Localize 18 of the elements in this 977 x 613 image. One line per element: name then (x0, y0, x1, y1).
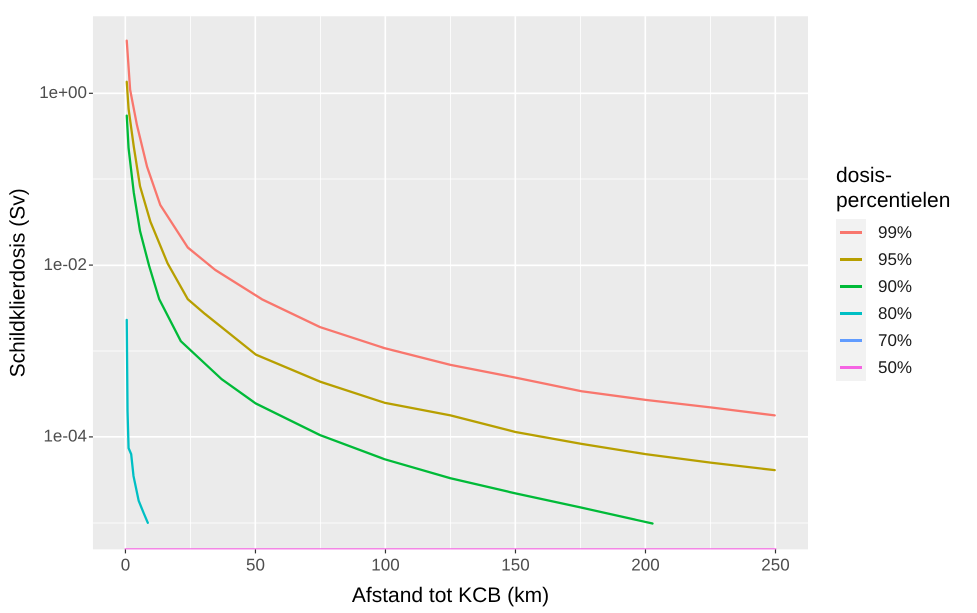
x-tick-label: 50 (246, 555, 265, 574)
legend-label: 50% (878, 358, 912, 378)
legend-title: dosis-percentielen (836, 163, 952, 213)
y-tick-label: 1e-02 (43, 254, 87, 274)
legend-label: 90% (878, 276, 912, 296)
legend-label: 70% (878, 330, 912, 350)
x-axis-title: Afstand tot KCB (km) (352, 584, 550, 608)
legend-label: 95% (878, 250, 912, 270)
x-tick-label: 250 (761, 555, 790, 574)
x-tick-label: 150 (501, 555, 530, 574)
y-tick-label: 1e-04 (43, 426, 87, 446)
x-tick-label: 200 (631, 555, 660, 574)
legend-label: 80% (878, 304, 912, 324)
y-tick-label: 1e+00 (39, 82, 87, 102)
x-tick-label: 0 (120, 555, 130, 574)
legend-label: 99% (878, 222, 912, 242)
x-tick-label: 100 (371, 555, 400, 574)
y-axis-title: Schildklierdosis (Sv) (6, 188, 30, 378)
